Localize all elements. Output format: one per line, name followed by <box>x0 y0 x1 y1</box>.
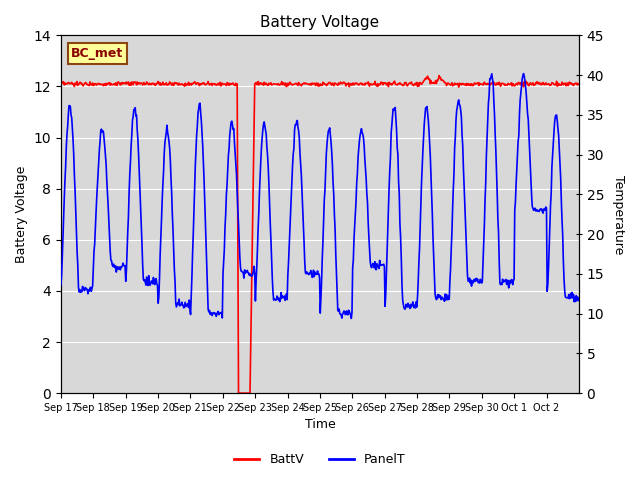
Title: Battery Voltage: Battery Voltage <box>260 15 380 30</box>
X-axis label: Time: Time <box>305 419 335 432</box>
Y-axis label: Temperature: Temperature <box>612 175 625 254</box>
Legend: BattV, PanelT: BattV, PanelT <box>229 448 411 471</box>
Text: BC_met: BC_met <box>71 47 124 60</box>
Y-axis label: Battery Voltage: Battery Voltage <box>15 166 28 263</box>
